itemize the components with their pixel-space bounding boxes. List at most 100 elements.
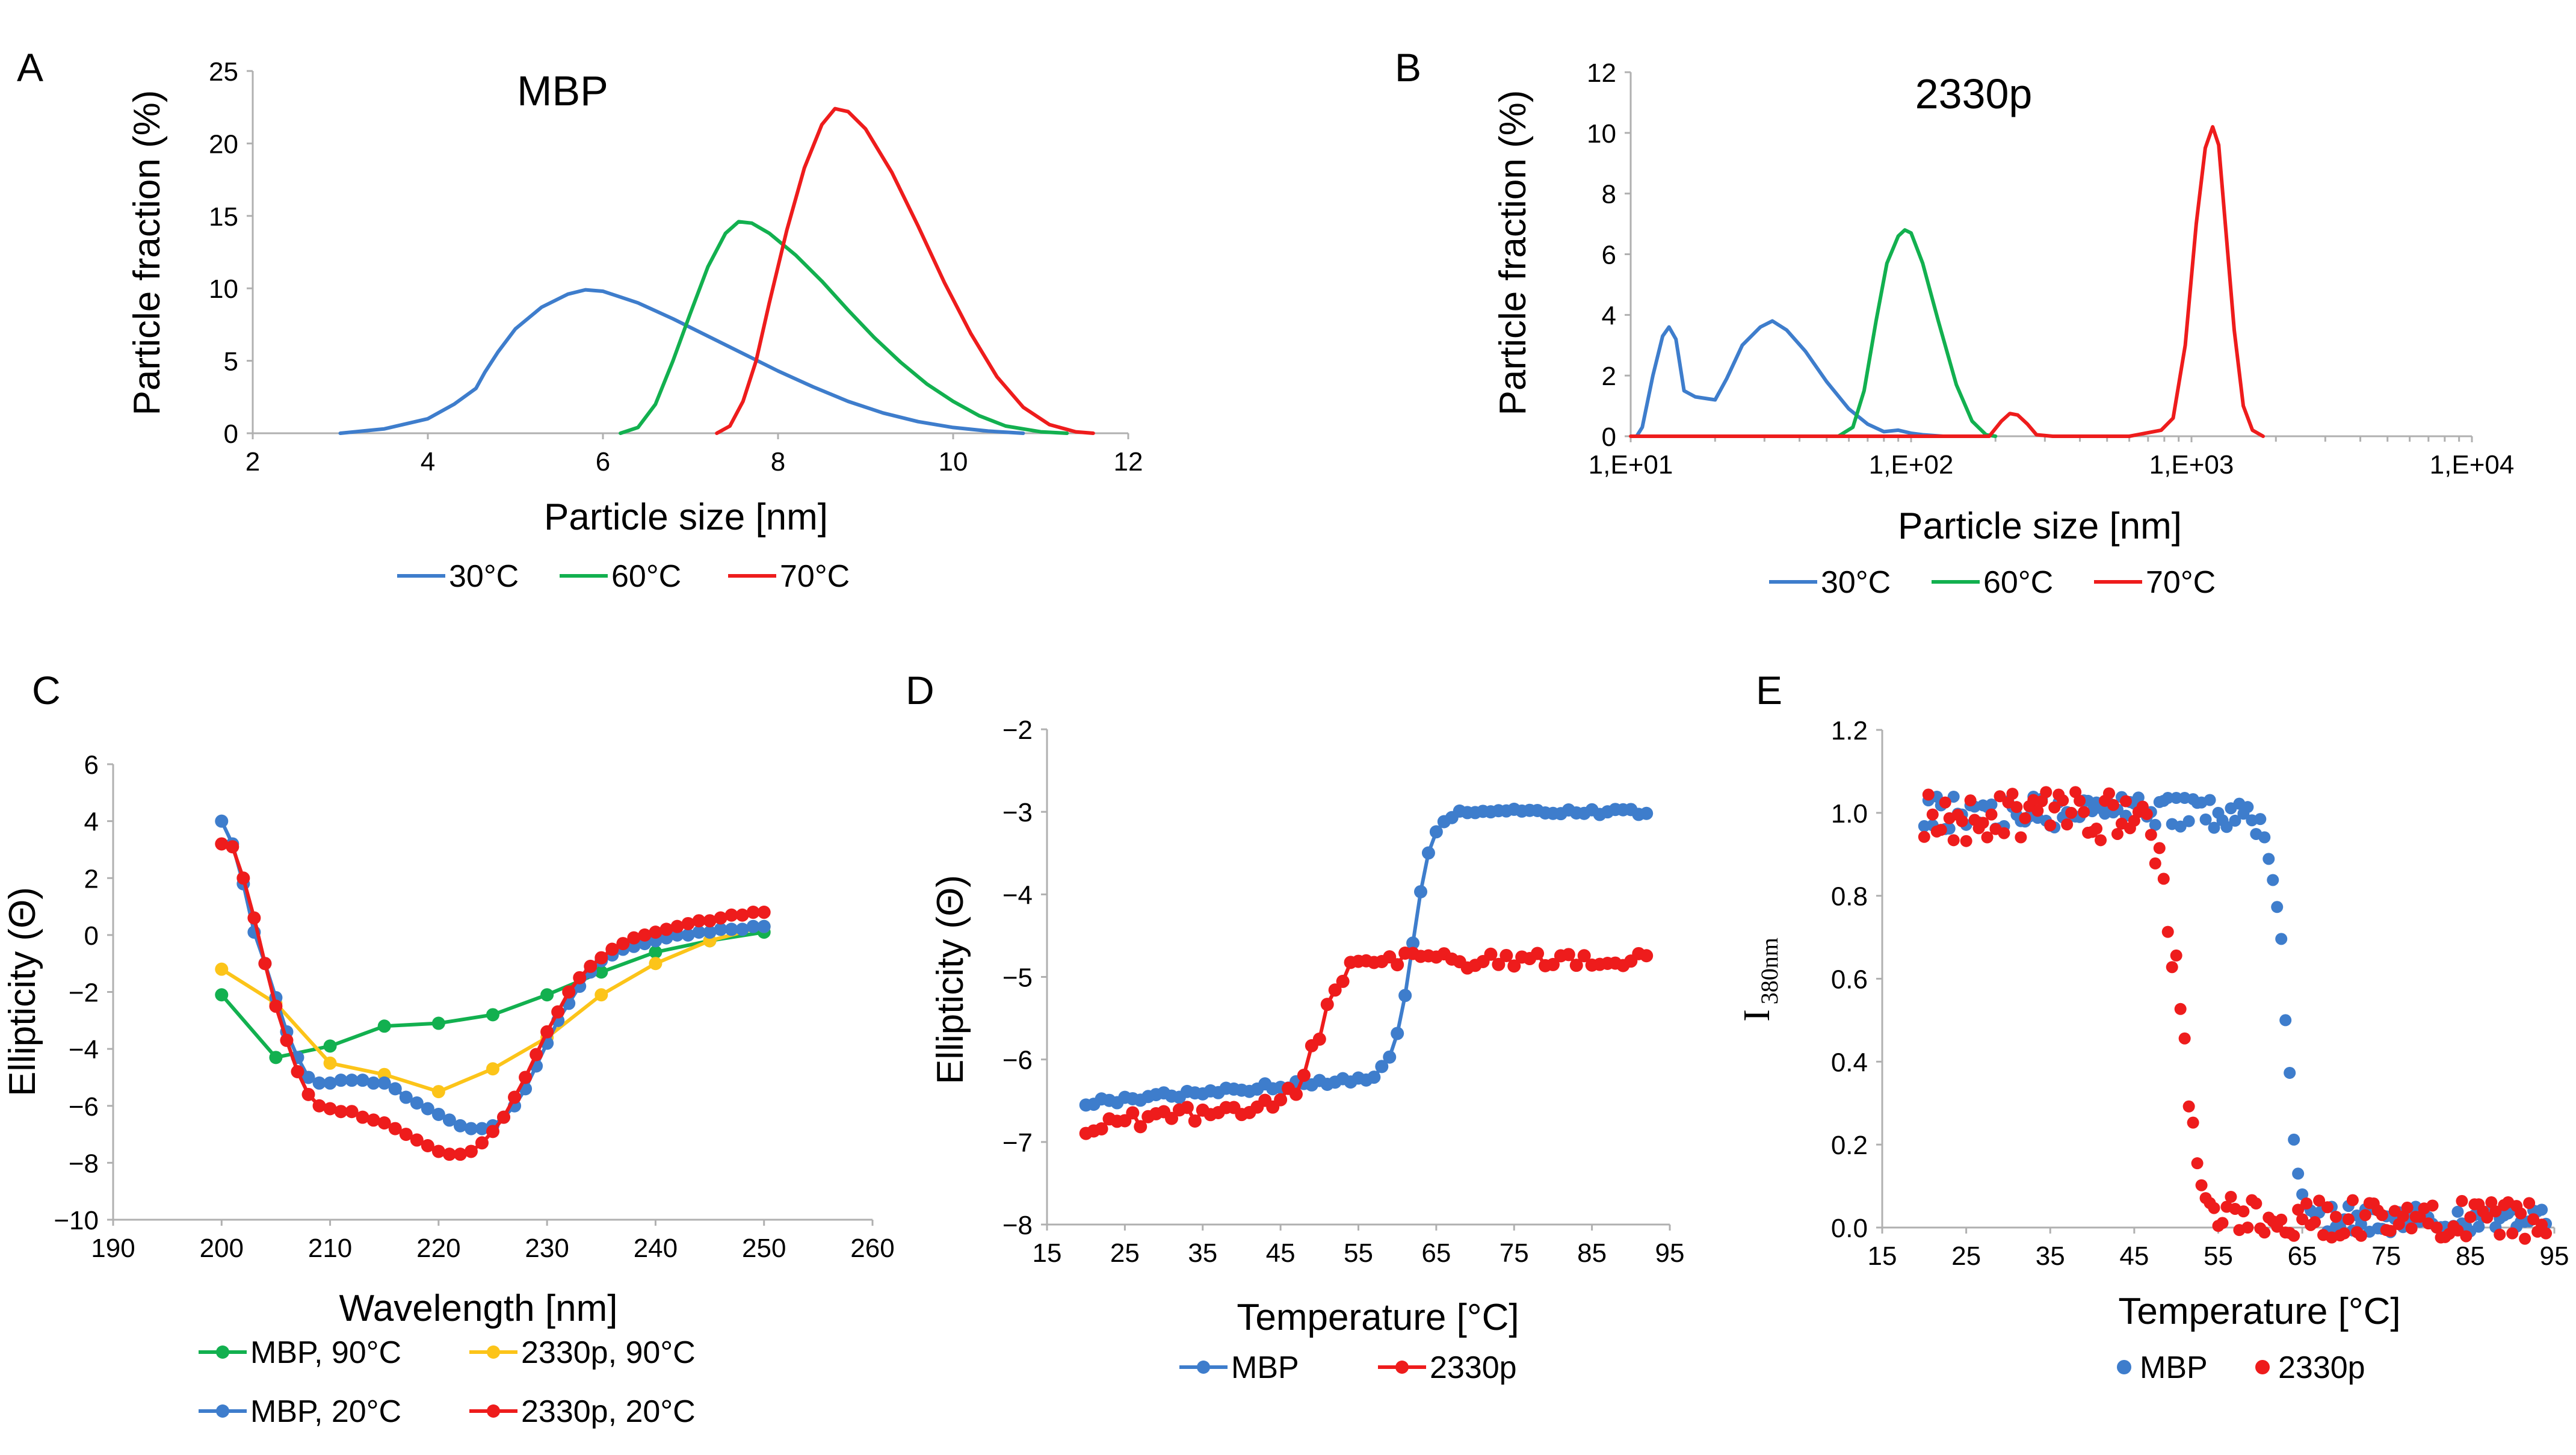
x-tick-label: 45 [1266, 1238, 1296, 1268]
y-tick-label: 0 [84, 921, 99, 951]
panel-letter: D [906, 668, 934, 712]
data-point [2225, 1191, 2237, 1203]
data-point [2161, 792, 2174, 805]
series-line [1836, 228, 1998, 438]
data-point [215, 988, 229, 1002]
y-tick-label: −4 [1002, 880, 1033, 910]
data-point [345, 1073, 359, 1087]
data-point [2061, 818, 2074, 831]
y-tick-label: −10 [54, 1206, 99, 1235]
y-axis-label: I 380nm [1737, 938, 1783, 1022]
y-tick-label: −8 [69, 1149, 99, 1178]
data-point [431, 1016, 445, 1030]
y-tick-label: 0.4 [1831, 1048, 1868, 1077]
data-point [312, 1076, 326, 1090]
data-point [2342, 1213, 2355, 1226]
legend-label: 70°C [2146, 565, 2216, 600]
series-MBP [1918, 790, 2553, 1238]
x-tick-label: 25 [1110, 1238, 1140, 1268]
data-point [1998, 827, 2010, 839]
data-point [2095, 834, 2107, 847]
y-tick-label: 10 [209, 274, 238, 304]
data-point [1981, 831, 1994, 844]
y-tick-label: −8 [1002, 1211, 1033, 1240]
legend-label: 60°C [1983, 565, 2053, 600]
x-tick-label: 200 [200, 1234, 244, 1263]
data-point [442, 1113, 456, 1127]
data-point [605, 942, 619, 956]
y-tick-label: 25 [209, 57, 238, 87]
x-tick-label: 12 [1114, 447, 1143, 477]
chart-title: MBP [517, 67, 608, 114]
data-point [366, 1076, 380, 1090]
data-point [638, 928, 652, 942]
data-point [1126, 1106, 1140, 1120]
data-point [258, 957, 272, 971]
x-tick-label: 230 [525, 1234, 569, 1263]
data-point [703, 914, 717, 928]
data-point [2182, 815, 2195, 827]
data-point [2010, 801, 2023, 814]
data-point [1336, 974, 1350, 988]
data-point [1421, 846, 1435, 860]
data-point [670, 919, 684, 933]
x-tick-label: 65 [2288, 1241, 2317, 1271]
data-point [1180, 1101, 1194, 1114]
x-tick-label: 35 [1188, 1238, 1217, 1268]
series-60-C [1836, 228, 1998, 438]
data-point [269, 1051, 283, 1064]
y-tick-label: −4 [69, 1035, 99, 1064]
data-point [519, 1070, 533, 1084]
data-point [2456, 1194, 2468, 1207]
legend-marker [1395, 1361, 1409, 1374]
data-point [2321, 1201, 2334, 1214]
data-point [2262, 853, 2275, 865]
series-line [220, 842, 766, 1157]
data-point [2338, 1227, 2350, 1240]
data-point [1297, 1069, 1311, 1083]
data-point [1274, 1093, 1288, 1107]
data-point [2460, 1230, 2473, 1243]
x-tick-label: 1,E+03 [2149, 450, 2234, 480]
data-point [377, 1116, 391, 1130]
data-point [431, 1145, 445, 1158]
data-point [377, 1019, 391, 1033]
legend-label: MBP [1231, 1350, 1299, 1385]
legend-label: 2330p [2278, 1350, 2365, 1385]
data-point [301, 1087, 315, 1101]
data-point [2149, 857, 2161, 870]
legend-marker [216, 1345, 229, 1359]
data-point [2284, 1066, 2296, 1079]
data-point [1414, 885, 1427, 898]
series-30-C [1634, 319, 1945, 438]
legend-item: 2330p, 20°C [469, 1394, 696, 1429]
legend-item: 30°C [1769, 565, 1891, 600]
data-point [2275, 933, 2288, 945]
data-point [2048, 801, 2061, 814]
x-tick-label: 35 [2036, 1241, 2065, 1271]
legend-marker [487, 1404, 500, 1418]
legend-marker [487, 1345, 500, 1359]
legend-item: 60°C [1932, 565, 2053, 600]
x-tick-label: 15 [1033, 1238, 1062, 1268]
legend: MBP 2330p [2117, 1350, 2365, 1385]
x-tick-label: 250 [742, 1234, 786, 1263]
x-tick-label: 75 [2371, 1241, 2401, 1271]
data-point [1960, 835, 1972, 847]
data-point [1947, 834, 1960, 847]
series-2330p [1918, 786, 2553, 1245]
data-point [595, 951, 608, 965]
data-point [681, 916, 695, 930]
data-point [2153, 842, 2166, 854]
data-point [2102, 787, 2115, 800]
x-tick-label: 1,E+01 [1589, 450, 1673, 480]
data-point [1367, 1070, 1381, 1084]
data-point [2258, 1226, 2271, 1239]
y-tick-label: 15 [209, 202, 238, 232]
data-point [1398, 989, 1412, 1002]
data-point [2170, 792, 2182, 805]
data-point [1640, 949, 1654, 963]
series-MBP [1079, 802, 1654, 1112]
x-tick-label: 210 [308, 1234, 352, 1263]
data-point [551, 1005, 565, 1019]
